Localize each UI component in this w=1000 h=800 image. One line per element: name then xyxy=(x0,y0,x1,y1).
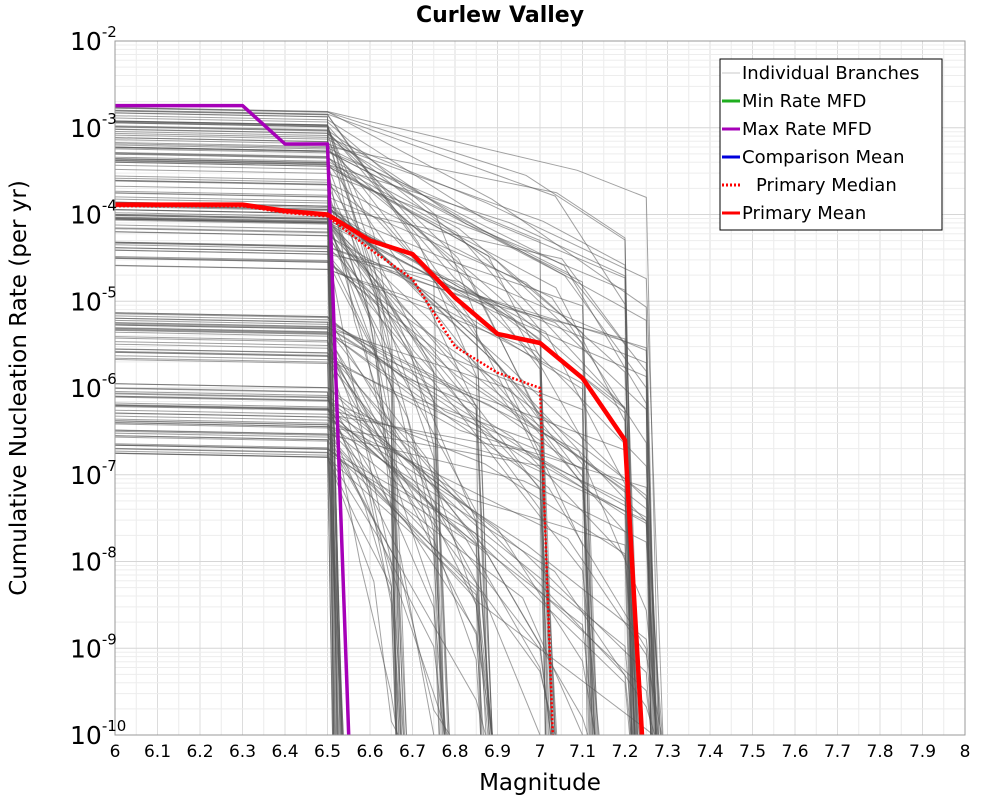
y-axis-title: Cumulative Nucleation Rate (per yr) xyxy=(6,180,32,596)
branch-line xyxy=(114,156,553,736)
legend-label: Primary Mean xyxy=(742,203,866,224)
x-axis-ticks: 6 6.1 6.2 6.3 6.4 6.5 6.6 6.7 6.8 6.9 7 7.1 7.2 7.3 7.… xyxy=(110,742,971,762)
y-tick-label: 10-5 xyxy=(70,283,117,316)
y-tick-label: 10-4 xyxy=(70,197,117,230)
branch-line xyxy=(114,107,657,736)
branch-line xyxy=(114,444,342,736)
x-tick-label: 7.7 xyxy=(824,742,851,762)
branch-line xyxy=(114,435,451,736)
branch-line xyxy=(114,257,658,736)
branch-line xyxy=(114,412,653,736)
branch-line xyxy=(114,312,487,736)
legend-label: Primary Median xyxy=(756,175,897,196)
legend-label: Individual Branches xyxy=(742,63,919,84)
y-tick-label: 10-8 xyxy=(70,544,117,577)
branch-line xyxy=(114,192,397,736)
chart-title: Curlew Valley xyxy=(416,3,584,28)
x-tick-label: 6.6 xyxy=(356,742,383,762)
branch-line xyxy=(114,218,547,736)
branch-line xyxy=(114,409,663,736)
branch-line xyxy=(114,120,442,736)
branch-line xyxy=(114,125,401,736)
branch-line xyxy=(114,315,631,736)
y-tick-label: 10-10 xyxy=(70,717,126,750)
series-primary-mean xyxy=(115,202,645,736)
legend-label: Comparison Mean xyxy=(742,147,905,168)
branch-line xyxy=(114,322,549,736)
branch-line xyxy=(114,383,634,736)
branch-line xyxy=(114,429,659,736)
branch-line xyxy=(114,158,407,736)
y-axis-ticks: 10-2 10-3 10-4 10-5 10-6 10-7 10-8 10-9 10-10 xyxy=(70,23,126,750)
branch-line xyxy=(114,337,440,736)
x-tick-label: 7.6 xyxy=(781,742,808,762)
branch-line xyxy=(114,327,558,736)
legend-box xyxy=(719,58,943,231)
branch-line xyxy=(114,391,652,736)
y-tick-label: 10-7 xyxy=(70,457,117,490)
branch-line xyxy=(114,110,493,736)
branch-line xyxy=(114,216,657,736)
branch-line xyxy=(114,196,482,736)
branch-line xyxy=(114,214,652,736)
branch-line xyxy=(114,160,632,736)
plot-frame xyxy=(114,40,966,736)
x-tick-label: 6.7 xyxy=(399,742,426,762)
branch-line xyxy=(114,322,636,736)
x-tick-label: 7.2 xyxy=(611,742,638,762)
branch-line xyxy=(114,122,407,736)
x-tick-label: 6.8 xyxy=(441,742,468,762)
branch-line xyxy=(114,404,400,736)
branch-line xyxy=(114,357,631,736)
x-tick-label: 7.3 xyxy=(654,742,681,762)
x-tick-label: 7.1 xyxy=(569,742,596,762)
x-tick-label: 6.5 xyxy=(314,742,341,762)
x-tick-label: 7 xyxy=(535,742,546,762)
x-tick-label: 7.4 xyxy=(696,742,723,762)
legend: Individual Branches Min Rate MFD Max Rate … xyxy=(719,58,943,231)
legend-label: Min Rate MFD xyxy=(742,91,866,112)
branch-line xyxy=(114,336,447,736)
branch-line xyxy=(114,420,344,736)
x-tick-label: 6.2 xyxy=(186,742,213,762)
y-tick-label: 10-2 xyxy=(70,23,117,56)
branch-line xyxy=(114,158,547,736)
x-tick-label: 7.9 xyxy=(909,742,936,762)
x-tick-label: 6.1 xyxy=(144,742,171,762)
x-tick-label: 6.4 xyxy=(271,742,298,762)
series-max-rate-mfd xyxy=(115,103,351,736)
x-tick-label: 7.5 xyxy=(739,742,766,762)
branch-line xyxy=(114,228,493,736)
x-tick-label: 6.9 xyxy=(484,742,511,762)
x-tick-label: 8 xyxy=(960,742,971,762)
branch-line xyxy=(114,249,556,736)
legend-label: Max Rate MFD xyxy=(742,119,872,140)
summary-series xyxy=(115,103,645,736)
branch-line xyxy=(114,137,595,736)
branch-line xyxy=(114,109,641,736)
x-tick-label: 6 xyxy=(110,742,121,762)
y-tick-label: 10-9 xyxy=(70,630,117,663)
x-tick-label: 7.8 xyxy=(866,742,893,762)
branch-line xyxy=(114,341,493,736)
branch-line xyxy=(114,257,447,736)
x-axis-title: Magnitude xyxy=(479,770,601,796)
x-tick-label: 6.3 xyxy=(229,742,256,762)
branch-line xyxy=(114,348,552,736)
y-tick-label: 10-3 xyxy=(70,110,117,143)
y-tick-label: 10-6 xyxy=(70,370,117,403)
